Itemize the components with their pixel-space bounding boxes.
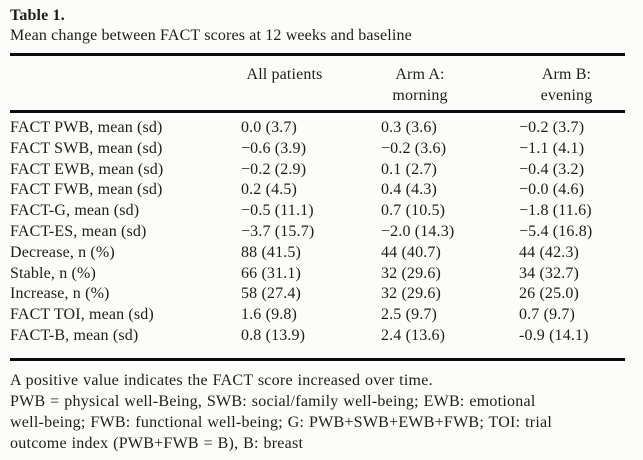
column-header-all-patients: All patients xyxy=(246,66,323,83)
cell-all-patients: 1.6 (9.8) xyxy=(241,306,298,324)
cell-all-patients: 88 (41.5) xyxy=(241,243,302,261)
row-label: Decrease, n (%) xyxy=(10,243,115,261)
cell-arm-b: −1.1 (4.1) xyxy=(519,139,585,157)
table-row: FACT TOI, mean (sd) 1.6 (9.8) 2.5 (9.7) … xyxy=(0,305,643,326)
cell-arm-b: −0.2 (3.7) xyxy=(519,119,585,136)
cell-arm-a: 0.1 (2.7) xyxy=(381,160,438,178)
row-label: FACT FWB, mean (sd) xyxy=(10,181,163,199)
cell-arm-a: 2.5 (9.7) xyxy=(381,306,438,324)
cell-arm-a: −0.2 (3.6) xyxy=(381,139,447,157)
cell-all-patients: −0.5 (11.1) xyxy=(241,202,314,220)
table-label: Table 1. xyxy=(10,7,65,24)
cell-all-patients: 0.0 (3.7) xyxy=(241,119,298,136)
table-row: FACT-G, mean (sd) −0.5 (11.1) 0.7 (10.5)… xyxy=(0,201,643,222)
cell-all-patients: −0.2 (2.9) xyxy=(241,160,307,178)
table-bottom-rule xyxy=(10,358,625,361)
cell-arm-a: 0.3 (3.6) xyxy=(381,119,438,136)
row-label: FACT SWB, mean (sd) xyxy=(10,139,163,157)
table-footnotes: A positive value indicates the FACT scor… xyxy=(10,370,638,454)
cell-arm-b: 44 (42.3) xyxy=(519,243,580,261)
cell-arm-b: 34 (32.7) xyxy=(519,264,580,282)
header-spacer xyxy=(0,64,235,85)
table-row: FACT-B, mean (sd) 0.8 (13.9) 2.4 (13.6) … xyxy=(0,326,643,347)
cell-all-patients: 0.8 (13.9) xyxy=(241,326,306,344)
cell-all-patients: −3.7 (15.7) xyxy=(241,222,315,240)
row-label: FACT PWB, mean (sd) xyxy=(10,119,163,136)
footnote-line: PWB = physical well-Being, SWB: social/f… xyxy=(10,393,536,410)
cell-all-patients: 0.2 (4.5) xyxy=(241,181,298,199)
table-row: FACT FWB, mean (sd) 0.2 (4.5) 0.4 (4.3) … xyxy=(0,180,643,201)
cell-arm-b: -0.9 (14.1) xyxy=(519,326,589,344)
row-label: FACT EWB, mean (sd) xyxy=(10,160,164,178)
row-label: Increase, n (%) xyxy=(10,285,110,303)
column-header-arm-b-line2: evening xyxy=(540,87,593,104)
row-label: FACT-B, mean (sd) xyxy=(10,326,139,344)
cell-arm-b: −0.0 (4.6) xyxy=(519,181,585,199)
column-header-arm-a: Arm A: xyxy=(395,66,445,83)
cell-arm-a: 0.4 (4.3) xyxy=(381,181,438,199)
row-label: FACT-G, mean (sd) xyxy=(10,202,140,220)
header-row-1: All patients Arm A: Arm B: xyxy=(0,64,643,85)
table-row: Increase, n (%) 58 (27.4) 32 (29.6) 26 (… xyxy=(0,284,643,305)
table-header-rule xyxy=(10,110,625,113)
cell-arm-b: −1.8 (11.6) xyxy=(519,202,592,220)
table-row: FACT EWB, mean (sd) −0.2 (2.9) 0.1 (2.7)… xyxy=(0,160,643,181)
column-header-arm-b: Arm B: xyxy=(541,66,592,83)
table-header: All patients Arm A: Arm B: morning eveni… xyxy=(0,64,643,106)
footnote-line: well-being; FWB: functional well-being; … xyxy=(10,414,553,431)
column-header-all-patients-line2 xyxy=(235,85,350,106)
table-caption: Mean change between FACT scores at 12 we… xyxy=(10,27,412,44)
cell-all-patients: 66 (31.1) xyxy=(241,264,302,282)
table-row: Decrease, n (%) 88 (41.5) 44 (40.7) 44 (… xyxy=(0,243,643,264)
table-body: FACT PWB, mean (sd) 0.0 (3.7) 0.3 (3.6) … xyxy=(0,118,643,347)
cell-arm-a: 32 (29.6) xyxy=(381,285,442,303)
cell-arm-a: −2.0 (14.3) xyxy=(381,222,455,240)
cell-arm-a: 32 (29.6) xyxy=(381,264,442,282)
cell-arm-a: 44 (40.7) xyxy=(381,243,442,261)
column-header-arm-a-line2: morning xyxy=(392,87,448,104)
row-label: FACT-ES, mean (sd) xyxy=(10,222,147,240)
cell-arm-a: 2.4 (13.6) xyxy=(381,326,446,344)
cell-arm-b: 0.7 (9.7) xyxy=(519,306,576,324)
table-row: FACT SWB, mean (sd) −0.6 (3.9) −0.2 (3.6… xyxy=(0,139,643,160)
cell-arm-b: −5.4 (16.8) xyxy=(519,222,593,240)
footnote-line: A positive value indicates the FACT scor… xyxy=(10,372,433,389)
header-spacer xyxy=(0,85,235,106)
cell-arm-b: −0.4 (3.2) xyxy=(519,160,585,178)
table-row: FACT PWB, mean (sd) 0.0 (3.7) 0.3 (3.6) … xyxy=(0,118,643,139)
table-row: Stable, n (%) 66 (31.1) 32 (29.6) 34 (32… xyxy=(0,264,643,285)
row-label: FACT TOI, mean (sd) xyxy=(10,306,154,324)
cell-arm-a: 0.7 (10.5) xyxy=(381,202,446,220)
table-row: FACT-ES, mean (sd) −3.7 (15.7) −2.0 (14.… xyxy=(0,222,643,243)
header-row-2: morning evening xyxy=(0,85,643,106)
cell-all-patients: 58 (27.4) xyxy=(241,285,302,303)
table-top-rule xyxy=(10,53,625,56)
cell-arm-b: 26 (25.0) xyxy=(519,285,580,303)
row-label: Stable, n (%) xyxy=(10,264,96,282)
footnote-line: outcome index (PWB+FWB = B), B: breast xyxy=(10,435,304,452)
cell-all-patients: −0.6 (3.9) xyxy=(241,139,307,157)
